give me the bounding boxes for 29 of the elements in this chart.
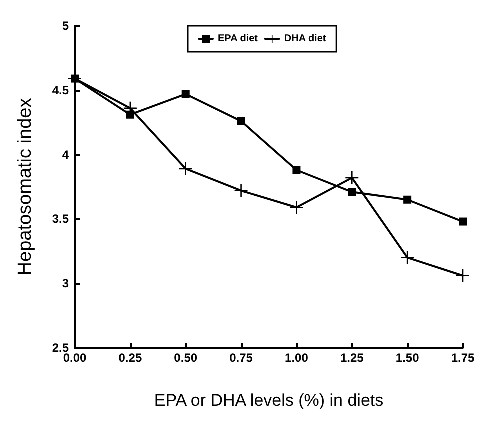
point bbox=[292, 166, 301, 174]
y-tick-label: 4.5 bbox=[52, 83, 70, 98]
point bbox=[456, 269, 470, 282]
legend-label: EPA diet bbox=[218, 34, 259, 44]
x-tick-label: 1.50 bbox=[396, 351, 420, 365]
x-tick-label: 0.50 bbox=[174, 351, 198, 365]
point bbox=[290, 201, 304, 214]
y-tick-label: 4 bbox=[62, 148, 70, 162]
x-tick-label: 0.25 bbox=[118, 351, 142, 365]
point bbox=[459, 218, 467, 226]
point bbox=[237, 117, 246, 126]
x-tick-label: 1.25 bbox=[340, 351, 364, 365]
y-tick-label: 5 bbox=[62, 19, 70, 33]
x-axis-title: EPA or DHA levels (%) in diets bbox=[154, 391, 384, 410]
point bbox=[346, 171, 359, 184]
x-tick-label: 1.00 bbox=[285, 351, 309, 365]
y-axis-title: Hepatosomatic index bbox=[15, 98, 36, 276]
point bbox=[234, 184, 248, 198]
point bbox=[182, 90, 190, 98]
point bbox=[126, 110, 134, 119]
point bbox=[179, 162, 192, 176]
y-tick-label: 3.5 bbox=[52, 212, 70, 226]
x-tick-label: 1.75 bbox=[451, 351, 475, 365]
y-tick-label: 3 bbox=[62, 276, 70, 291]
point bbox=[404, 196, 412, 204]
x-tick-label: 0.75 bbox=[230, 351, 254, 365]
point bbox=[401, 251, 414, 264]
point bbox=[348, 188, 356, 196]
legend-label: DHA diet bbox=[284, 34, 327, 44]
